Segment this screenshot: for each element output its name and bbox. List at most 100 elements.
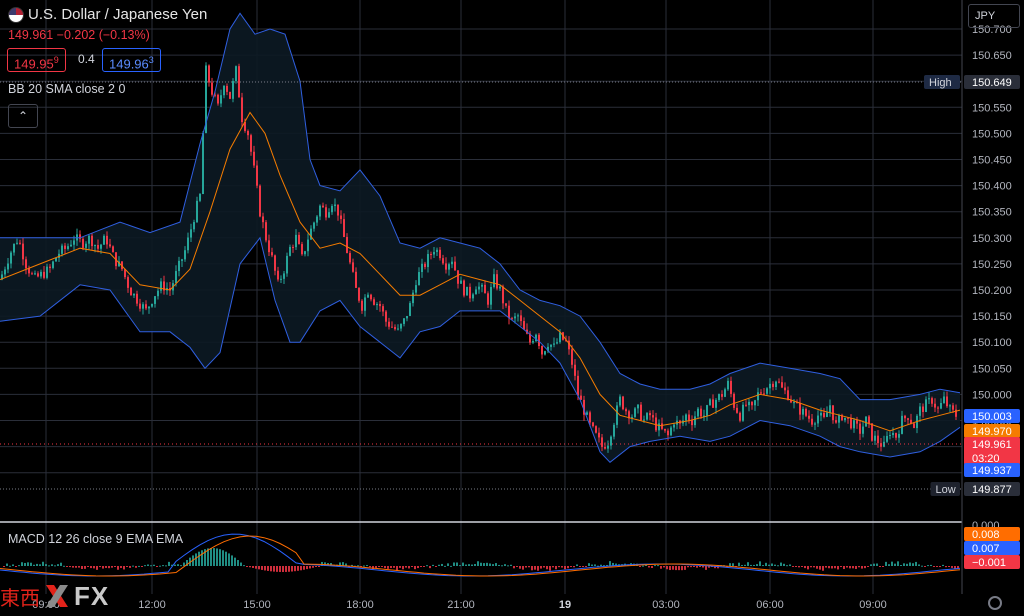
macd-histogram-bar (411, 566, 413, 567)
macd-histogram-bar (123, 566, 125, 570)
buy-price-box[interactable]: 149.963 (102, 48, 161, 72)
candle-body (874, 435, 876, 441)
price-change: 149.961 −0.202 (−0.13%) (8, 28, 150, 42)
candle-body (760, 392, 762, 394)
macd-histogram-bar (342, 562, 344, 566)
candle-body (238, 66, 240, 98)
candle-body (31, 273, 33, 275)
us-flag-icon (8, 7, 24, 23)
candle-body (88, 235, 90, 244)
candle-body (556, 342, 558, 344)
macd-label: 0.007 (972, 543, 1000, 555)
candle-body (673, 424, 675, 428)
macd-histogram-bar (483, 563, 485, 566)
macd-histogram-bar (903, 563, 905, 566)
macd-histogram-bar (798, 566, 800, 568)
candle-body (748, 401, 750, 406)
macd-histogram-bar (57, 564, 59, 566)
macd-histogram-bar (561, 566, 563, 568)
settings-gear-icon[interactable] (988, 596, 1002, 610)
candle-body (901, 415, 903, 434)
candle-body (772, 383, 774, 388)
bollinger-upper-band (0, 12, 961, 401)
macd-histogram-bar (111, 566, 113, 568)
macd-histogram-bar (279, 566, 281, 572)
candle-body (826, 412, 828, 417)
candle-body (250, 135, 252, 152)
macd-histogram-bar (108, 566, 110, 569)
macd-histogram-bar (906, 563, 908, 566)
candle-body (637, 404, 639, 409)
sell-price: 149.95 (14, 56, 54, 72)
bollinger-legend[interactable]: BB 20 SMA close 2 0 (8, 82, 126, 96)
candle-body (613, 424, 615, 437)
macd-histogram-bar (768, 564, 770, 566)
candle-body (448, 264, 450, 270)
candle-body (664, 428, 666, 431)
candle-body (697, 408, 699, 417)
time-axis[interactable]: 09:00 12:00 15:00 18:00 21:00 19 03:00 06:00 09:… (32, 599, 887, 611)
candle-body (388, 321, 390, 327)
candle-body (757, 392, 759, 401)
macd-histogram-bar (426, 565, 428, 567)
symbol-title[interactable]: U.S. Dollar / Japanese Yen (28, 6, 208, 23)
macd-histogram-bar (423, 566, 425, 567)
candle-body (478, 286, 480, 290)
candle-body (274, 255, 276, 271)
candle-body (802, 408, 804, 415)
macd-histogram-bar (99, 566, 101, 568)
candle-body (598, 432, 600, 438)
macd-histogram-bar (846, 566, 848, 568)
sell-price-pip: 9 (53, 55, 59, 65)
macd-histogram-bar (474, 564, 476, 566)
collapse-legend-button[interactable]: ⌃ (8, 104, 38, 128)
macd-histogram-bar (243, 565, 245, 567)
candle-body (832, 405, 834, 421)
candle-body (283, 273, 285, 279)
candle-body (490, 287, 492, 305)
macd-legend[interactable]: MACD 12 26 close 9 EMA EMA (8, 532, 184, 546)
currency-selector[interactable]: JPY (968, 4, 1020, 28)
candle-body (655, 417, 657, 431)
candle-body (424, 263, 426, 268)
macd-histogram-bar (417, 566, 419, 569)
macd-histogram-bar (837, 566, 839, 570)
macd-histogram-bar (240, 562, 242, 566)
macd-histogram-bar (231, 555, 233, 566)
macd-histogram-bar (789, 564, 791, 566)
macd-histogram-bar (150, 565, 152, 567)
candle-body (376, 304, 378, 306)
macd-histogram-bar (810, 566, 812, 568)
macd-histogram-bar (312, 566, 314, 568)
macd-histogram-bar (498, 564, 500, 566)
macd-histogram-bar (291, 566, 293, 572)
candle-body (721, 394, 723, 397)
macd-histogram-bar (468, 564, 470, 566)
macd-histogram-bar (180, 565, 182, 567)
macd-histogram-bar (609, 561, 611, 566)
macd-histogram-bar (849, 566, 851, 569)
macd-label-bg (964, 527, 1020, 541)
macd-histogram-bar (213, 548, 215, 566)
candle-body (703, 415, 705, 417)
macd-histogram-bar (210, 548, 212, 566)
price-tick-label: 150.150 (972, 311, 1012, 323)
macd-histogram-bar (270, 566, 272, 572)
macd-histogram-bar (510, 564, 512, 566)
macd-histogram-bar (747, 562, 749, 566)
sell-price-box[interactable]: 149.959 (7, 48, 66, 72)
candle-body (463, 280, 465, 296)
macd-histogram-bar (21, 562, 23, 566)
candle-body (433, 252, 435, 255)
macd-histogram-bar (84, 566, 86, 569)
candle-body (880, 443, 882, 447)
macd-histogram-bar (60, 562, 62, 566)
candle-body (226, 85, 228, 92)
price-tag-bg (930, 482, 960, 496)
candle-body (331, 205, 333, 213)
macd-histogram-bar (51, 564, 53, 566)
candle-body (502, 286, 504, 304)
candle-body (904, 415, 906, 419)
candle-body (19, 242, 21, 244)
